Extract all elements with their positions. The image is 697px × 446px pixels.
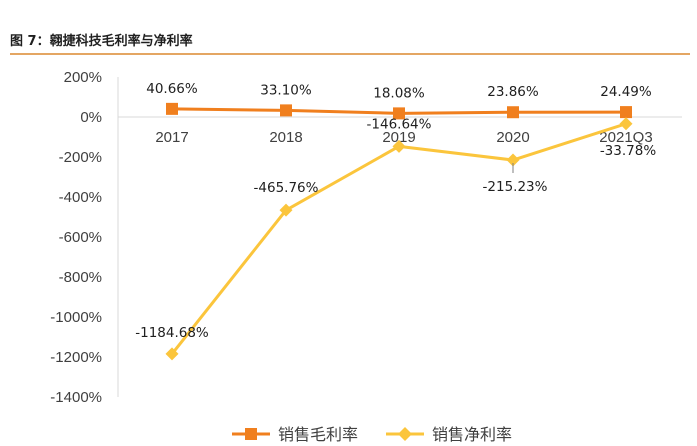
data-label: 23.86%: [487, 84, 539, 100]
data-label: -146.64%: [367, 116, 432, 132]
y-tick-label: -200%: [59, 149, 102, 166]
data-point-square: [280, 104, 292, 117]
data-point-square: [507, 106, 519, 119]
data-point-diamond: [392, 139, 406, 153]
data-point-diamond: [506, 153, 520, 167]
y-tick-label: -400%: [59, 189, 102, 206]
y-tick-label: -600%: [59, 229, 102, 246]
x-tick-label: 2020: [496, 129, 529, 146]
data-label: -465.76%: [254, 180, 319, 196]
y-tick-label: 200%: [64, 69, 102, 86]
x-tick-label: 2018: [269, 129, 302, 146]
y-tick-label: -1200%: [50, 349, 102, 366]
data-label: 18.08%: [373, 85, 425, 101]
data-label: 40.66%: [146, 81, 198, 97]
title-divider: [10, 53, 690, 55]
legend-label-net-margin: 销售净利率: [432, 425, 512, 444]
y-tick-label: -1400%: [50, 389, 102, 406]
data-point-square: [166, 102, 178, 115]
data-point-square: [393, 107, 405, 120]
legend-label-gross-margin: 销售毛利率: [278, 425, 358, 444]
legend-marker-diamond: [398, 427, 412, 441]
y-tick-label: -1000%: [50, 309, 102, 326]
data-label: 24.49%: [600, 84, 652, 100]
data-label: -33.78%: [600, 143, 657, 159]
x-tick-label: 2019: [382, 129, 415, 146]
x-tick-label: 2017: [155, 129, 188, 146]
data-label: -1184.68%: [135, 325, 209, 341]
data-point-diamond: [165, 347, 179, 361]
figure-title: 图 7：翱捷科技毛利率与净利率: [10, 34, 193, 49]
data-point-diamond: [279, 203, 293, 217]
data-point-square: [620, 106, 632, 119]
y-tick-label: -800%: [59, 269, 102, 286]
legend-marker-square: [245, 428, 257, 440]
data-point-diamond: [619, 117, 633, 131]
data-label: 33.10%: [260, 82, 312, 98]
series-line: [170, 122, 627, 355]
data-label: -215.23%: [483, 179, 548, 195]
y-tick-label: 0%: [80, 109, 102, 126]
x-tick-label: 2021Q3: [599, 129, 652, 146]
